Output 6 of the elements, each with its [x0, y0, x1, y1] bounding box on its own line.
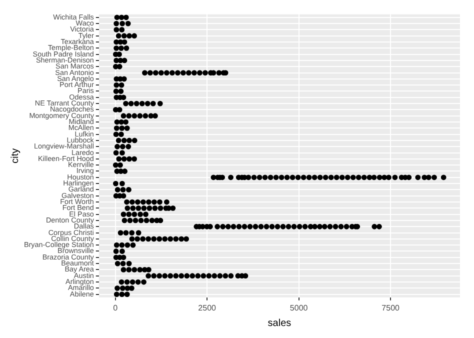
x-tick-label: 5000 — [290, 303, 308, 312]
x-tick-label: 0 — [113, 303, 118, 312]
y-axis-title: city — [10, 148, 21, 164]
x-tick-label: 2500 — [198, 303, 217, 312]
x-axis-title: sales — [268, 318, 292, 329]
x-tick-label: 7500 — [382, 303, 400, 312]
